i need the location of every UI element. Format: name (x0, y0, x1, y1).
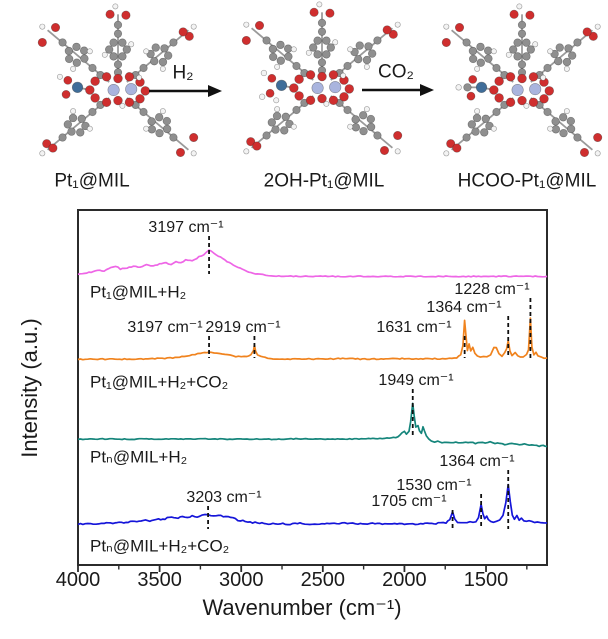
spectrum-trace (77, 402, 548, 448)
peak-annotation: 3197 cm⁻¹ (148, 219, 224, 236)
peak-annotation: 1631 cm⁻¹ (376, 319, 452, 336)
molecule-structure (37, 3, 199, 158)
x-tick-label: 2500 (300, 569, 346, 591)
structure-label: Pt₁@MIL (54, 170, 130, 192)
y-axis-title: Intensity (a.u.) (17, 318, 42, 458)
reaction-arrow (149, 85, 222, 97)
x-tick-label: 3000 (218, 569, 264, 591)
trace-label: Pt₁@MIL+H₂+CO₂ (90, 372, 229, 392)
reaction-condition-label: H₂ (172, 62, 194, 84)
molecule-structure (241, 1, 403, 156)
structure-label: HCOO-Pt₁@MIL (457, 170, 597, 192)
x-tick-label: 1500 (463, 569, 509, 591)
reaction-condition-label: CO₂ (378, 61, 414, 83)
x-tick-label: 3500 (137, 569, 182, 591)
peak-annotation: 1364 cm⁻¹ (426, 299, 502, 316)
peak-annotation: 3203 cm⁻¹ (186, 489, 262, 506)
peak-annotation: 1949 cm⁻¹ (378, 372, 454, 389)
peak-annotation: 1705 cm⁻¹ (371, 493, 447, 510)
x-axis-title: Wavenumber (cm⁻¹) (202, 595, 402, 620)
trace-label: Ptₙ@MIL+H₂ (90, 447, 188, 467)
peak-annotation: 1530 cm⁻¹ (396, 477, 472, 494)
trace-label: Ptₙ@MIL+H₂+CO₂ (90, 536, 230, 556)
peak-annotation: 1364 cm⁻¹ (439, 453, 515, 470)
spectrum-trace (77, 249, 548, 278)
spectrum-trace (77, 483, 548, 526)
plot-border (77, 209, 548, 566)
spectrum-trace (77, 317, 548, 361)
peak-annotation: 1228 cm⁻¹ (454, 281, 530, 298)
trace-label: Pt₁@MIL+H₂ (90, 282, 187, 302)
reaction-arrow (362, 84, 434, 96)
peak-annotation: 3197 cm⁻¹ (127, 319, 203, 336)
x-tick-label: 2000 (382, 569, 427, 591)
peak-annotation: 2919 cm⁻¹ (205, 319, 281, 336)
molecule-structure (441, 3, 603, 158)
structure-label: 2OH-Pt₁@MIL (263, 170, 385, 192)
x-tick-label: 4000 (55, 569, 101, 591)
